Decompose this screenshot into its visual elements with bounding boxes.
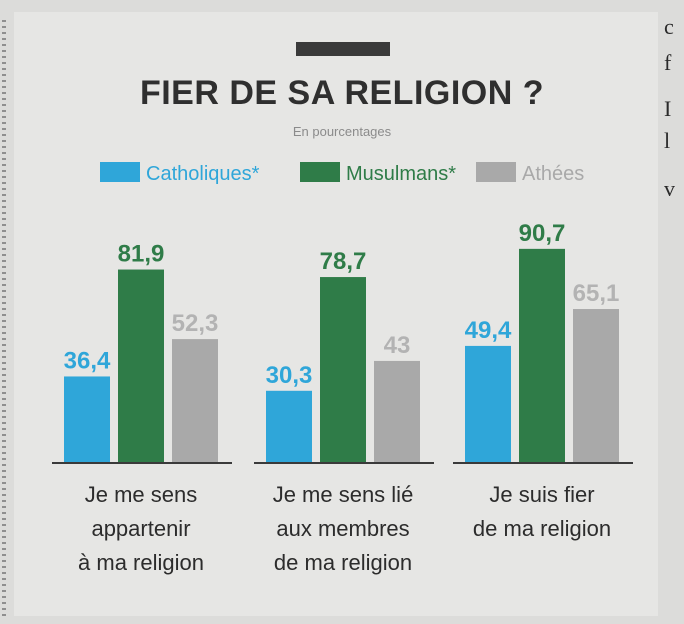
bar [573, 309, 619, 462]
adjacent-text-glyph: I [664, 96, 672, 121]
bar [374, 360, 420, 462]
value-labels-group: 36,4 81,9 52,3 30,3 78,7 43 49,4 90,7 65,1 [64, 220, 620, 389]
dotted-margin [2, 20, 6, 620]
bar [519, 248, 565, 462]
adjacent-text-glyph: v [664, 176, 675, 201]
category-label: aux membres [276, 516, 409, 541]
category-label: Je suis fier [489, 482, 594, 507]
data-label: 43 [384, 332, 411, 359]
adjacent-text-glyph: c [664, 14, 674, 39]
legend-label: Athées [522, 163, 584, 185]
bar [465, 345, 511, 462]
data-label: 65,1 [573, 280, 620, 307]
category-labels-group: Je me sens appartenir à ma religion Je me s… [78, 482, 611, 575]
category-label: Je me sens [85, 482, 198, 507]
bar [64, 376, 110, 462]
chart-title: FIER DE SA RELIGION ? [140, 74, 544, 112]
chart-subtitle: En pourcentages [293, 124, 392, 139]
category-label: appartenir [91, 516, 190, 541]
legend-label: Catholiques* [146, 163, 260, 185]
bar [118, 269, 164, 462]
data-label: 49,4 [465, 317, 512, 344]
data-label: 36,4 [64, 347, 111, 374]
bar [320, 277, 366, 462]
legend-label: Musulmans* [346, 163, 456, 185]
bars-group [64, 248, 619, 462]
category-label: à ma religion [78, 550, 204, 575]
category-label: de ma religion [473, 516, 611, 541]
title-decoration-bar [296, 42, 390, 56]
bar [172, 339, 218, 462]
data-label: 52,3 [172, 310, 219, 337]
adjacent-text-glyph: l [664, 128, 671, 153]
data-label: 81,9 [118, 241, 165, 268]
legend-swatch [100, 162, 140, 182]
bar [266, 390, 312, 462]
category-label: Je me sens lié [273, 482, 414, 507]
category-label: de ma religion [274, 550, 412, 575]
data-label: 30,3 [266, 362, 313, 389]
adjacent-text-glyph: f [664, 50, 672, 75]
data-label: 78,7 [320, 248, 367, 275]
legend-swatch [476, 162, 516, 182]
legend: Catholiques* Musulmans* Athées [100, 162, 584, 185]
legend-swatch [300, 162, 340, 182]
data-label: 90,7 [519, 220, 566, 247]
